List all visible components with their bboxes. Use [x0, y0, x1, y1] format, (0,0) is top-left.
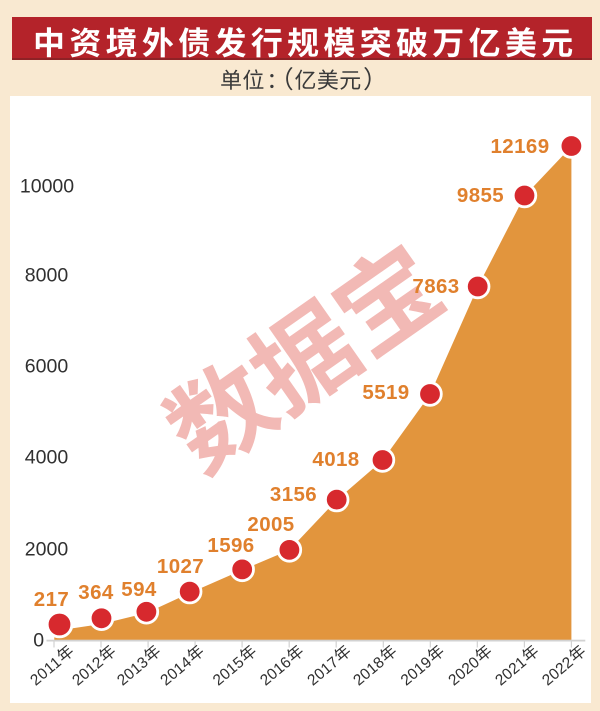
svg-text:2021: 2021: [492, 654, 530, 689]
svg-text:2014: 2014: [157, 654, 195, 690]
svg-text:2013: 2013: [114, 654, 152, 689]
svg-text:2012: 2012: [69, 654, 107, 689]
svg-text:2019: 2019: [398, 654, 436, 689]
svg-text:2011: 2011: [27, 654, 65, 689]
svg-text:2015: 2015: [210, 654, 248, 689]
svg-text:2022: 2022: [539, 654, 577, 689]
svg-text:2017: 2017: [304, 654, 342, 689]
svg-text:2016: 2016: [257, 654, 295, 689]
svg-text:2018: 2018: [350, 654, 388, 689]
svg-text:2020: 2020: [445, 654, 483, 690]
